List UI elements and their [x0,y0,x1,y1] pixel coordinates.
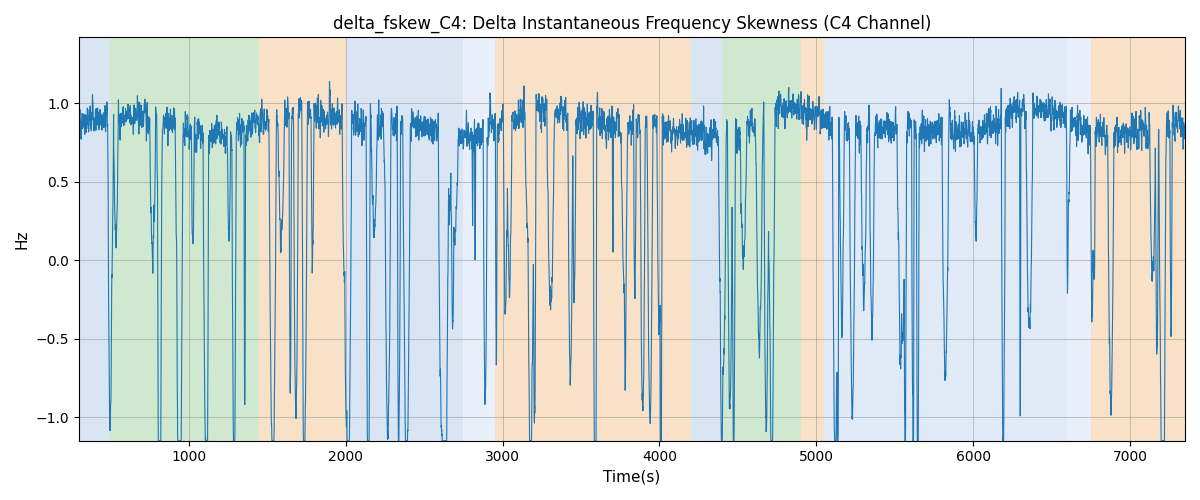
Bar [722,38,800,440]
Bar [463,38,494,440]
Bar [691,38,722,440]
Bar [800,38,824,440]
Bar [346,38,463,440]
Bar [1091,38,1186,440]
Bar [259,38,346,440]
Bar [1067,38,1091,440]
Bar [110,38,259,440]
Title: delta_fskew_C4: Delta Instantaneous Frequency Skewness (C4 Channel): delta_fskew_C4: Delta Instantaneous Freq… [332,15,931,34]
Bar [494,38,691,440]
Bar [824,38,1067,440]
X-axis label: Time(s): Time(s) [604,470,660,485]
Y-axis label: Hz: Hz [14,230,30,249]
Bar [79,38,110,440]
